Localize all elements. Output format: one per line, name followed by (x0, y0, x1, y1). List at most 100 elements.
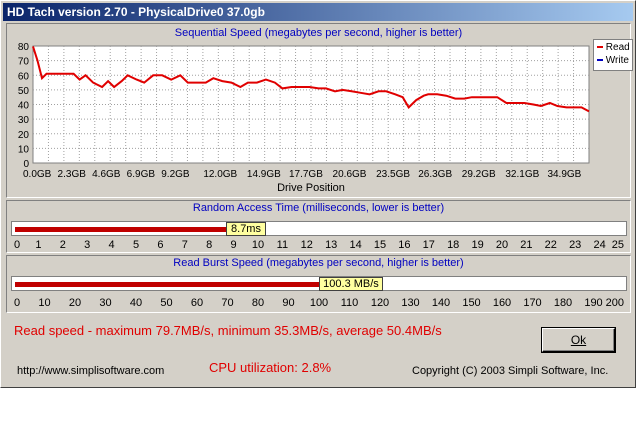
axis-tick-label: 50 (160, 297, 173, 309)
x-tick-label: 12.0GB (203, 169, 237, 180)
axis-tick-label: 170 (523, 297, 542, 309)
sequential-speed-title: Sequential Speed (megabytes per second, … (174, 27, 463, 39)
axis-tick-label: 30 (99, 297, 112, 309)
axis-tick-label: 0 (14, 239, 21, 251)
legend-item-write: Write (597, 55, 629, 66)
legend-read-swatch (597, 46, 603, 49)
axis-tick-label: 9 (230, 239, 237, 251)
axis-tick-label: 100 (309, 297, 329, 309)
x-tick-label: 20.6GB (333, 169, 367, 180)
x-tick-label: 32.1GB (505, 169, 539, 180)
window-title: HD Tach version 2.70 - PhysicalDrive0 37… (3, 3, 633, 21)
x-tick-label: 9.2GB (161, 169, 190, 180)
axis-tick-label: 80 (251, 297, 265, 309)
axis-tick-label: 180 (553, 297, 573, 309)
x-tick-label: 23.5GB (376, 169, 410, 180)
y-tick-label: 40 (18, 101, 30, 112)
y-tick-label: 60 (18, 71, 30, 82)
x-tick-label: 17.7GB (289, 169, 323, 180)
axis-tick-label: 110 (340, 297, 359, 309)
legend-item-read: Read (597, 42, 630, 53)
burst-speed-title: Read Burst Speed (megabytes per second, … (173, 257, 464, 269)
series-line-read (32, 46, 590, 113)
axis-tick-label: 190 (584, 297, 603, 309)
app-window: HD Tach version 2.70 - PhysicalDrive0 37… (0, 0, 636, 388)
x-tick-label: 26.3GB (418, 169, 452, 180)
axis-tick-label: 21 (520, 239, 533, 251)
x-tick-label: 34.9GB (547, 169, 581, 180)
burst-speed-axis: 0 10 20 30 40 50 60 70 80 90 100 110 120 130 140 150 160… (7, 297, 630, 311)
axis-tick-label: 200 (605, 297, 624, 309)
read-speed-summary: Read speed - maximum 79.7MB/s, minimum 3… (14, 323, 442, 338)
axis-tick-label: 17 (422, 239, 435, 251)
copyright-text: Copyright (C) 2003 Simpli Software, Inc. (412, 365, 609, 377)
axis-tick-label: 24 (593, 239, 606, 251)
ok-button[interactable]: Ok (541, 327, 616, 353)
x-tick-label: 0.0GB (23, 169, 52, 180)
axis-tick-label: 25 (611, 239, 624, 251)
axis-tick-label: 0 (14, 297, 21, 309)
y-tick-label: 0 (23, 159, 29, 170)
burst-speed-value: 100.3 MB/s (319, 277, 383, 291)
cpu-utilization: CPU utilization: 2.8% (209, 360, 332, 375)
x-tick-label: 14.9GB (247, 169, 281, 180)
axis-tick-label: 1 (35, 239, 42, 251)
chart-legend: Read Write (593, 39, 633, 71)
burst-speed-panel: Read Burst Speed (megabytes per second, … (6, 255, 631, 313)
legend-write-swatch (597, 59, 603, 62)
legend-read-label: Read (605, 42, 630, 53)
random-access-panel: Random Access Time (milliseconds, lower … (6, 200, 631, 253)
axis-tick-label: 160 (492, 297, 512, 309)
axis-tick-label: 8 (206, 239, 213, 251)
axis-tick-label: 19 (471, 239, 484, 251)
random-access-value: 8.7ms (226, 222, 266, 236)
ok-button-label: Ok (570, 333, 587, 347)
axis-tick-label: 20 (495, 239, 509, 251)
y-tick-label: 80 (18, 42, 30, 53)
axis-tick-label: 6 (157, 239, 164, 251)
y-tick-label: 10 (18, 144, 30, 155)
axis-tick-label: 16 (398, 239, 411, 251)
axis-tick-label: 10 (251, 239, 265, 251)
x-tick-label: 4.6GB (92, 169, 121, 180)
burst-speed-bar (15, 282, 320, 287)
x-tick-label: 2.3GB (58, 169, 87, 180)
axis-tick-label: 60 (190, 297, 204, 309)
axis-tick-label: 90 (282, 297, 295, 309)
x-axis-label: Drive Position (277, 182, 345, 194)
y-tick-label: 70 (18, 57, 30, 68)
axis-tick-label: 14 (349, 239, 362, 251)
axis-tick-label: 18 (447, 239, 460, 251)
axis-tick-label: 150 (462, 297, 481, 309)
axis-tick-label: 20 (68, 297, 82, 309)
y-tick-label: 20 (18, 130, 30, 141)
axis-tick-label: 3 (84, 239, 91, 251)
axis-tick-label: 13 (325, 239, 338, 251)
axis-tick-label: 130 (401, 297, 420, 309)
y-tick-label: 30 (18, 115, 30, 126)
axis-tick-label: 40 (129, 297, 143, 309)
axis-tick-label: 2 (59, 239, 66, 251)
axis-tick-label: 10 (38, 297, 51, 309)
website-link[interactable]: http://www.simplisoftware.com (17, 365, 165, 377)
axis-tick-label: 15 (373, 239, 387, 251)
sequential-speed-chart: 0 10 20 30 40 50 60 70 80 0.0GB 2.3GB 4.6GB 6.9GB 9.2… (18, 42, 590, 194)
random-access-title: Random Access Time (milliseconds, lower … (192, 202, 445, 214)
axis-tick-label: 11 (276, 239, 289, 251)
sequential-speed-panel: Sequential Speed (megabytes per second, … (6, 23, 633, 198)
axis-tick-label: 12 (300, 239, 313, 251)
axis-tick-label: 70 (221, 297, 234, 309)
axis-tick-label: 4 (108, 239, 115, 251)
axis-tick-label: 140 (431, 297, 451, 309)
axis-tick-label: 5 (132, 239, 140, 251)
legend-write-label: Write (605, 55, 629, 66)
axis-tick-label: 23 (569, 239, 582, 251)
axis-tick-label: 7 (181, 239, 188, 251)
random-access-track (11, 221, 627, 236)
axis-tick-label: 120 (370, 297, 390, 309)
x-tick-label: 6.9GB (127, 169, 156, 180)
x-tick-label: 29.2GB (462, 169, 496, 180)
random-access-bar (15, 227, 227, 232)
random-access-axis: 0 1 2 3 4 5 6 7 8 9 10 11 12 13 14 15 16 17 18 19 20 21 22 23 24… (7, 239, 630, 253)
axis-tick-label: 22 (544, 239, 557, 251)
